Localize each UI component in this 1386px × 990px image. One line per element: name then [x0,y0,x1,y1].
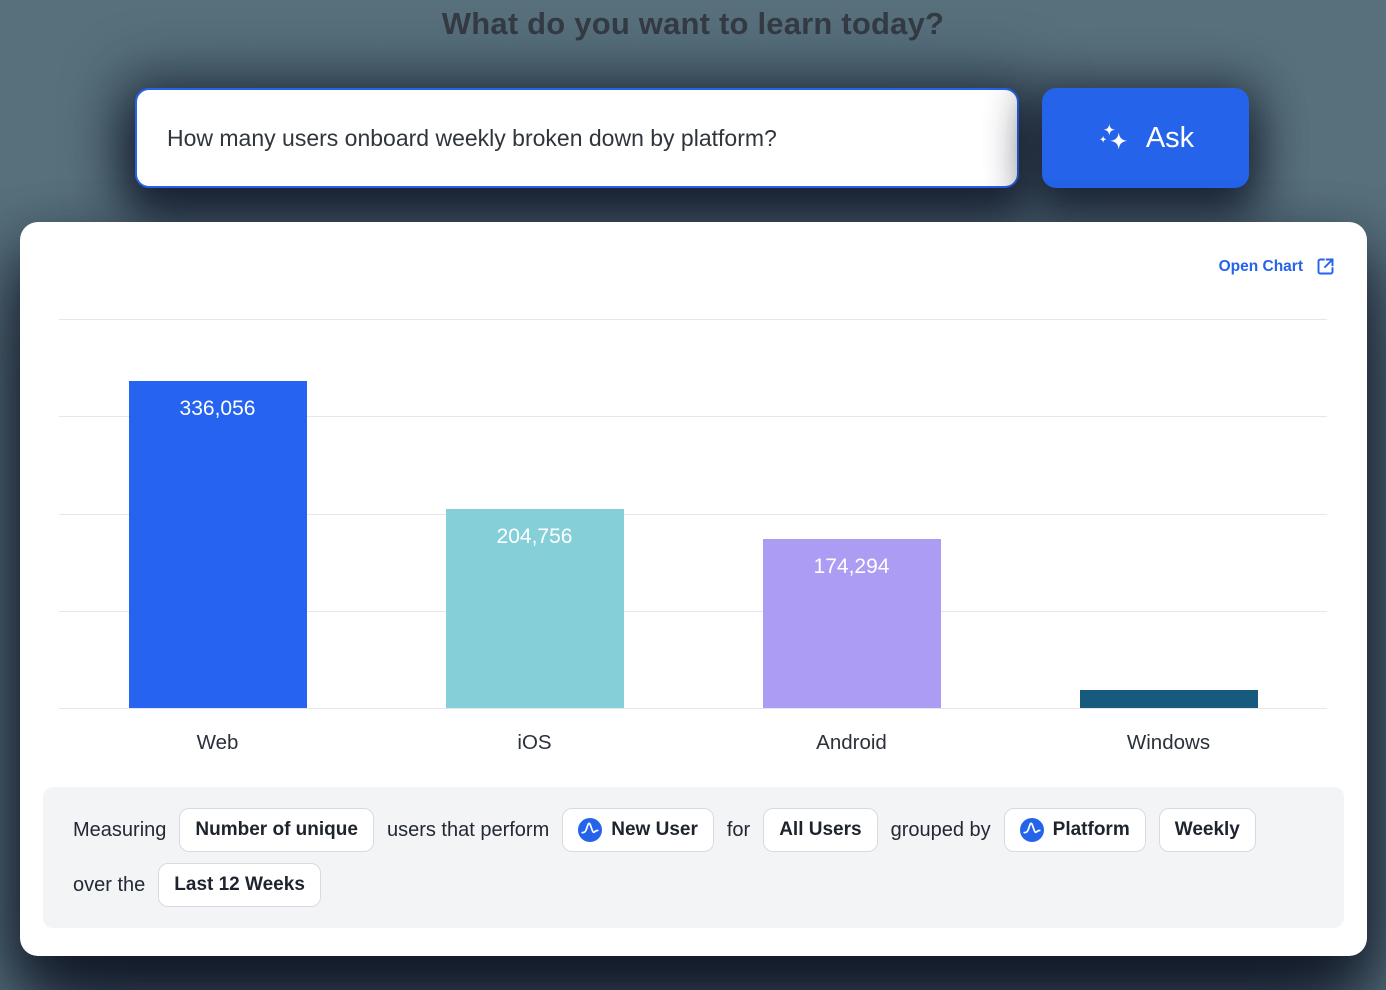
bar-value-label: 336,056 [179,397,256,421]
x-axis-label-windows: Windows [1126,731,1211,754]
query-chip-label: Weekly [1174,819,1240,840]
page-title: What do you want to learn today? [441,6,945,41]
open-chart-label: Open Chart [1218,257,1303,275]
bar-value-label: 204,756 [496,524,573,548]
amplitude-logo-icon [578,818,603,842]
bar-android[interactable]: 174,294 [762,538,941,708]
amplitude-logo-icon [1019,818,1044,842]
x-axis-label-web: Web [196,731,239,754]
bar-web[interactable]: 336,056 [128,381,307,708]
ask-button[interactable]: Ask [1042,88,1249,188]
query-chip-label: Platform [1052,819,1130,840]
bar-ios[interactable]: 204,756 [445,508,624,708]
query-chip-label: Last 12 Weeks [174,874,305,895]
query-chip-label: New User [611,819,698,840]
gridline [59,416,1327,418]
query-chip-last-12-weeks[interactable]: Last 12 Weeks [158,863,321,907]
query-chip-label: Number of unique [195,819,358,840]
query-builder: Measuring Number of unique users that perf… [43,787,1344,928]
bar-windows[interactable] [1079,689,1258,708]
query-text: Measuring [73,818,167,841]
query-line: over the Last 12 Weeks [73,863,1314,907]
query-text: for [726,818,751,841]
query-text: grouped by [890,818,991,841]
query-line: Measuring Number of unique users that perf… [73,808,1314,852]
open-chart-link[interactable]: Open Chart [1219,256,1336,277]
gridline [59,610,1327,612]
x-axis-labels: Web iOS Android Windows [59,731,1327,755]
question-input[interactable] [135,88,1019,188]
x-axis-label-ios: iOS [517,731,552,754]
query-text: over the [73,873,146,896]
gridline [59,513,1327,515]
query-chip-all-users[interactable]: All Users [763,808,878,852]
x-axis-label-android: Android [816,731,887,754]
gridline [59,708,1327,709]
query-chip-weekly[interactable]: Weekly [1158,808,1256,852]
query-chip-new-user[interactable]: New User [562,808,714,852]
query-text: users that perform [386,818,550,841]
query-chip-number-of-unique[interactable]: Number of unique [179,808,374,852]
external-link-icon [1315,256,1336,277]
query-chip-platform[interactable]: Platform [1003,808,1146,852]
ask-button-label: Ask [1145,121,1195,154]
bar-chart: 336,056 204,756 174,294 [59,319,1327,709]
bar-value-label: 174,294 [813,554,890,578]
sparkles-icon [1097,121,1131,155]
query-chip-label: All Users [779,819,862,840]
gridline [59,319,1327,320]
